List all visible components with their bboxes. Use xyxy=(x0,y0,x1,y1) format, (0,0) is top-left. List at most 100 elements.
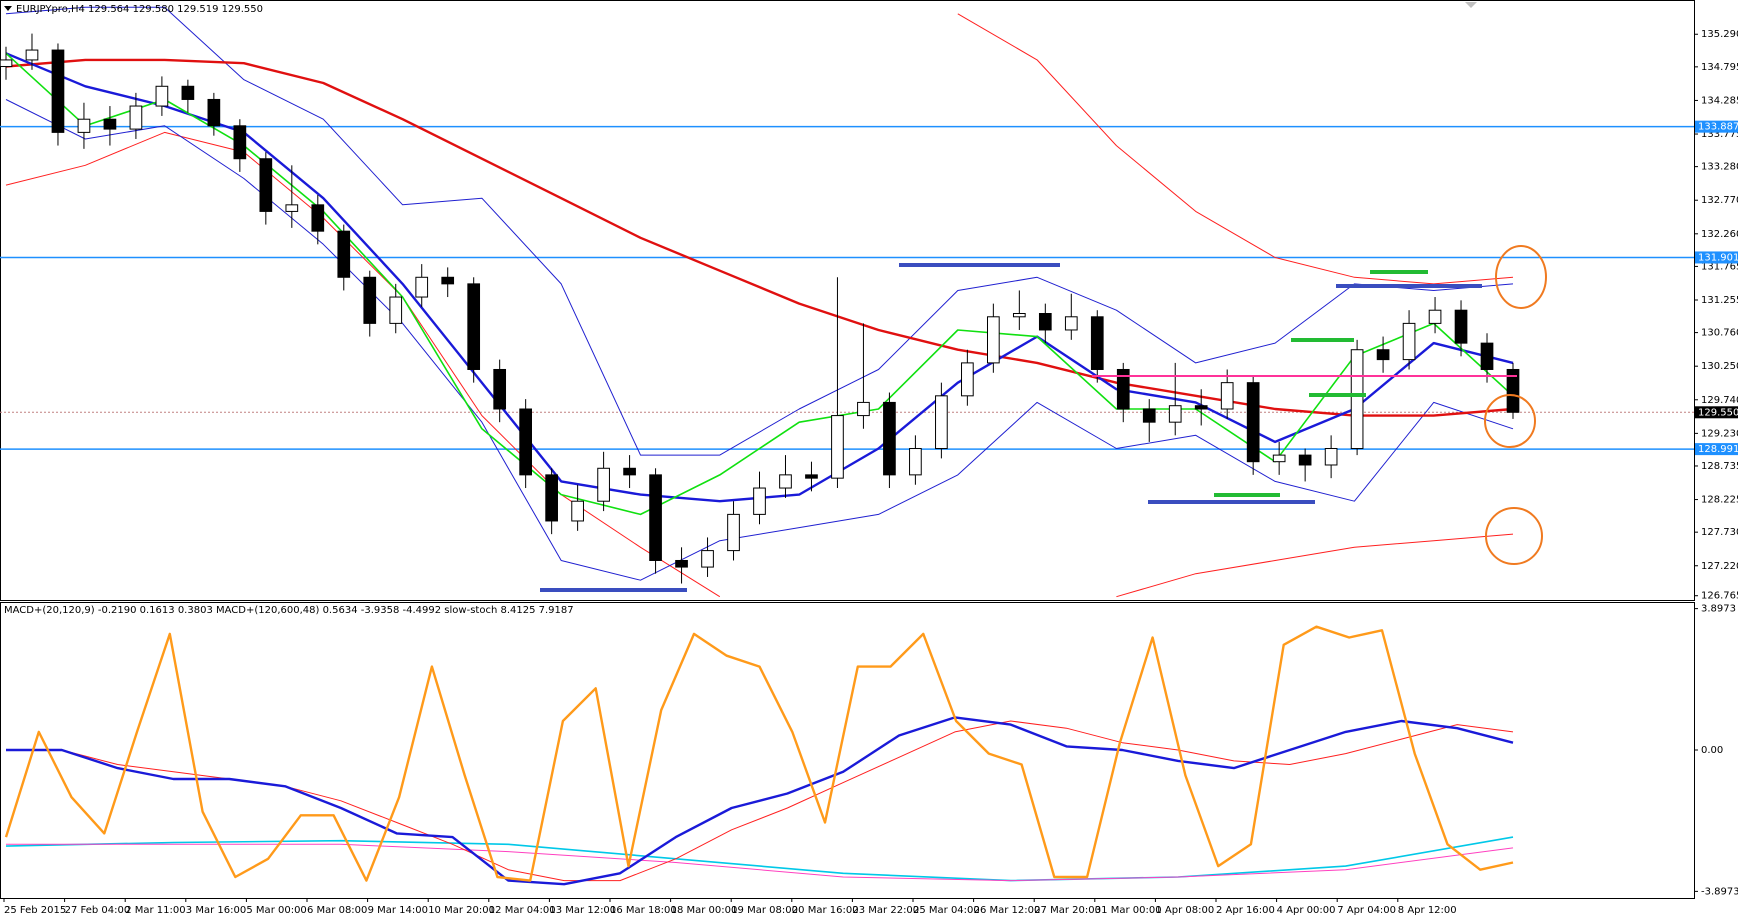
candle-body xyxy=(961,362,974,397)
x-tick-label: 27 Feb 04:00 xyxy=(65,905,131,916)
indicator-line xyxy=(5,131,721,598)
x-tick-label: 12 Mar 04:00 xyxy=(489,905,556,916)
candle-body xyxy=(1220,382,1234,410)
indicator-line xyxy=(5,58,1514,417)
price-label-box xyxy=(1695,443,1738,456)
x-tick-label: 5 Mar 00:00 xyxy=(246,905,306,916)
candle-body xyxy=(545,474,558,522)
y-tick-label: 134.795 xyxy=(1701,62,1738,73)
candle-body xyxy=(701,550,714,568)
candle-body xyxy=(986,316,1000,364)
indicator-line xyxy=(957,13,1514,285)
chart-header: EURJPYpro,H4 129.564 129.580 129.519 129… xyxy=(16,4,263,15)
x-tick-label: 1 Apr 08:00 xyxy=(1155,905,1214,916)
highlight-circle xyxy=(1484,394,1536,448)
candle-body xyxy=(805,474,818,479)
candle-body xyxy=(571,500,584,522)
candle-body xyxy=(1194,405,1208,410)
x-tick-label: 13 Mar 12:00 xyxy=(549,905,616,916)
candle-body xyxy=(1506,368,1520,413)
indicator-header: MACD+(20,120,9) -0.2190 0.1613 0.3803 MA… xyxy=(4,605,574,616)
y-tick-label: 126.765 xyxy=(1701,591,1738,602)
candle-body xyxy=(0,59,13,68)
candle-body xyxy=(467,283,481,370)
y-tick-label: -3.8973 xyxy=(1701,886,1738,897)
candle-body xyxy=(597,467,610,502)
y-tick-label: 129.740 xyxy=(1701,395,1738,406)
candle-body xyxy=(155,85,169,107)
highlight-circle xyxy=(1495,245,1547,309)
candle-body xyxy=(649,474,662,561)
candle-body xyxy=(337,230,351,278)
x-tick-label: 16 Mar 18:00 xyxy=(610,905,677,916)
candle-body xyxy=(753,487,766,515)
y-tick-label: 135.290 xyxy=(1701,29,1738,40)
main-plot: 135.290 134.795 134.285 133.775 133.280 132.7… xyxy=(0,0,1738,602)
y-tick-label: 127.730 xyxy=(1701,527,1738,538)
candle-body xyxy=(25,49,39,61)
candle-body xyxy=(1454,309,1468,344)
candle-body xyxy=(727,513,740,552)
candle-body xyxy=(103,118,117,130)
price-label: 128.991 xyxy=(1698,444,1738,455)
candle-body xyxy=(831,415,844,479)
y-tick-label: 133.280 xyxy=(1701,162,1738,173)
y-tick-label: 128.735 xyxy=(1701,461,1738,472)
x-tick-label: 27 Mar 20:00 xyxy=(1034,905,1101,916)
x-tick-label: 8 Apr 12:00 xyxy=(1398,905,1457,916)
candle-body xyxy=(233,125,247,160)
candle-body xyxy=(1428,309,1442,324)
candle-body xyxy=(77,118,91,133)
candle-body xyxy=(441,276,455,285)
indicator-line xyxy=(1116,533,1514,598)
shift-marker[interactable] xyxy=(1465,2,1477,8)
indicator-line xyxy=(6,843,1514,882)
indicator-line xyxy=(6,716,1514,886)
x-tick-label: 10 Mar 20:00 xyxy=(428,905,495,916)
indicator-line xyxy=(5,52,1514,516)
candle-body xyxy=(1090,316,1104,370)
candle-body xyxy=(285,204,299,212)
x-tick-label: 18 Mar 00:00 xyxy=(671,905,738,916)
x-tick-label: 2 Mar 11:00 xyxy=(125,905,185,916)
candle-body xyxy=(129,105,143,130)
y-tick-label: 127.220 xyxy=(1701,561,1738,572)
y-tick-label: 0.00 xyxy=(1701,745,1723,756)
candle-body xyxy=(1012,313,1026,318)
y-tick-label: 133.775 xyxy=(1701,129,1738,140)
y-tick-label: 129.230 xyxy=(1701,428,1738,439)
x-tick-label: 25 Mar 04:00 xyxy=(913,905,980,916)
y-tick-label: 130.760 xyxy=(1701,328,1738,339)
price-label: 131.901 xyxy=(1698,252,1738,263)
candle-body xyxy=(389,296,403,324)
y-tick-label: 128.225 xyxy=(1701,495,1738,506)
candle-body xyxy=(1168,405,1182,423)
x-tick-label: 31 Mar 00:00 xyxy=(1095,905,1162,916)
price-label-box xyxy=(1695,120,1738,133)
candle-body xyxy=(779,474,792,489)
candle-body xyxy=(1116,368,1130,410)
indicator-line xyxy=(5,6,1514,456)
x-tick-label: 3 Mar 16:00 xyxy=(186,905,246,916)
candle-body xyxy=(519,408,533,476)
indicator-plot: 3.8973 0.00 -3.8973 xyxy=(0,602,1738,899)
candle-body xyxy=(415,276,429,298)
y-tick-label: 131.255 xyxy=(1701,295,1738,306)
menu-arrow[interactable] xyxy=(4,6,12,11)
x-tick-label: 19 Mar 08:00 xyxy=(731,905,798,916)
candle-body xyxy=(1064,316,1078,331)
candle-body xyxy=(623,467,636,476)
price-label: 133.887 xyxy=(1698,122,1738,133)
price-label: 129.550 xyxy=(1698,407,1738,418)
x-tick-label: 2 Apr 16:00 xyxy=(1216,905,1275,916)
candle-body xyxy=(1272,454,1286,463)
x-tick-label: 20 Mar 16:00 xyxy=(792,905,859,916)
candle-body xyxy=(311,204,325,232)
y-tick-label: 134.285 xyxy=(1701,95,1738,106)
x-tick-label: 9 Mar 14:00 xyxy=(368,905,428,916)
candle-body xyxy=(207,98,221,127)
candle-body xyxy=(1376,349,1390,361)
indicator-line xyxy=(5,99,1514,581)
